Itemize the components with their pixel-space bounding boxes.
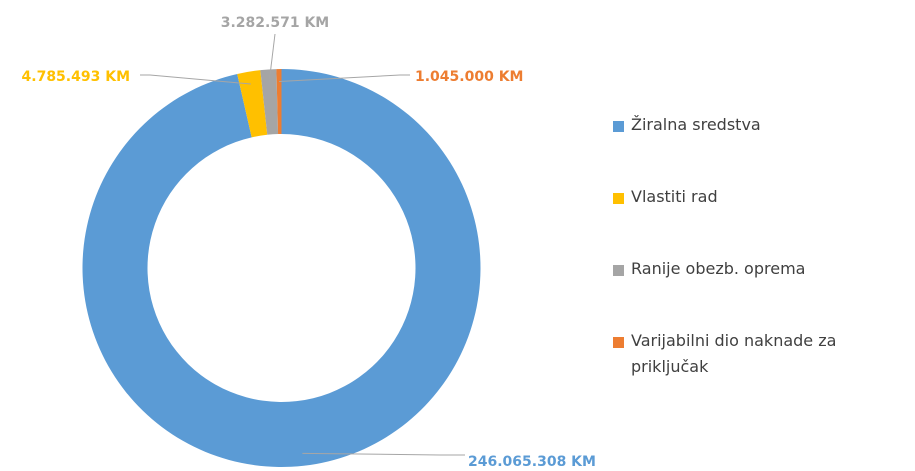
data-label: 4.785.493 KM [22, 69, 130, 85]
legend-swatch [613, 121, 624, 132]
legend-item: Ranije obezb. oprema [613, 256, 903, 328]
legend-swatch [613, 193, 624, 204]
legend-swatch [613, 265, 624, 276]
legend-label: Varijabilni dio naknade za priključak [631, 331, 837, 376]
legend-swatch [613, 337, 624, 348]
donut-slice [260, 69, 279, 135]
leader-line [279, 74, 410, 83]
data-label: 246.065.308 KM [468, 454, 596, 470]
legend-label: Ranije obezb. oprema [631, 259, 806, 278]
legend-label: Žiralna sredstva [631, 115, 761, 134]
legend-item: Žiralna sredstva [613, 112, 903, 184]
donut-slice [237, 70, 268, 138]
leader-line [302, 452, 465, 456]
data-label: 3.282.571 KM [221, 15, 329, 31]
legend-item: Varijabilni dio naknade za priključak [613, 328, 903, 400]
data-label: 1.045.000 KM [415, 69, 523, 85]
donut-slice [82, 69, 481, 467]
leader-line [268, 33, 276, 82]
legend: Žiralna sredstva Vlastiti rad Ranije obezb… [613, 112, 903, 400]
donut-slice [276, 69, 282, 135]
leader-line [140, 74, 251, 85]
legend-item: Vlastiti rad [613, 184, 903, 256]
legend-label: Vlastiti rad [631, 187, 718, 206]
